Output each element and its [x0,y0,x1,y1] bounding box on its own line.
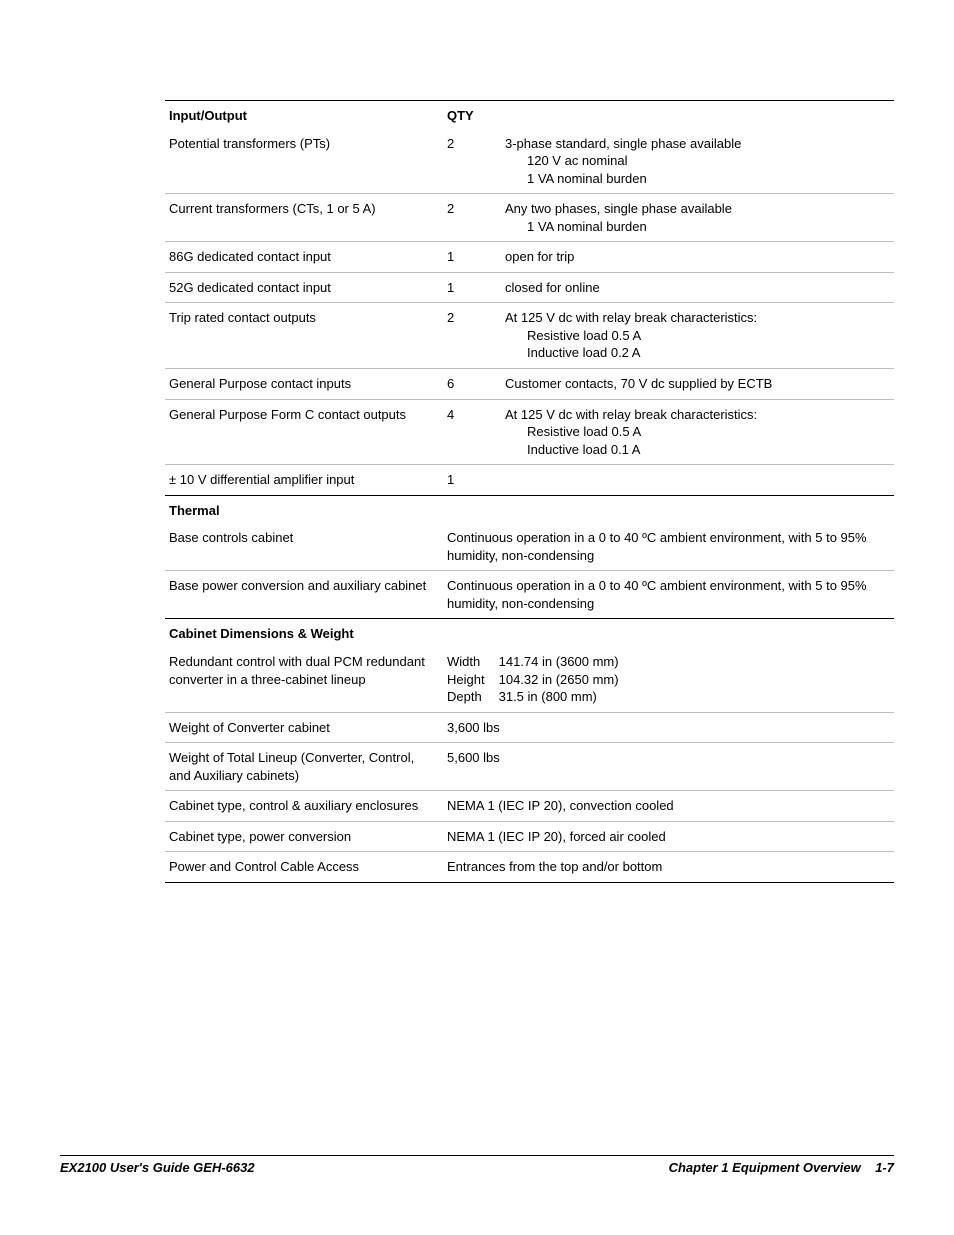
cell-name: Current transformers (CTs, 1 or 5 A) [165,194,443,242]
cell-qty: 1 [443,272,501,303]
table-row: Weight of Converter cabinet3,600 lbs [165,712,894,743]
cell-desc: At 125 V dc with relay break characteris… [501,399,894,465]
cell-desc [501,465,894,496]
cell-name: 86G dedicated contact input [165,242,443,273]
cell-name: Base controls cabinet [165,523,443,571]
header-cabinet: Cabinet Dimensions & Weight [165,619,894,647]
cell-desc: Entrances from the top and/or bottom [443,852,894,883]
cell-desc: 3-phase standard, single phase available… [501,129,894,194]
cell-desc: 3,600 lbs [443,712,894,743]
page-footer: EX2100 User's Guide GEH-6632 Chapter 1 E… [60,1155,894,1175]
footer-page: 1-7 [875,1160,894,1175]
footer-left: EX2100 User's Guide GEH-6632 [60,1160,255,1175]
cell-qty: 6 [443,369,501,400]
cell-desc: At 125 V dc with relay break characteris… [501,303,894,369]
table-row: General Purpose Form C contact outputs4A… [165,399,894,465]
table-row: Cabinet type, control & auxiliary enclos… [165,791,894,822]
cell-name: 52G dedicated contact input [165,272,443,303]
cell-qty: 2 [443,303,501,369]
table-row: General Purpose contact inputs6Customer … [165,369,894,400]
cell-name: Cabinet type, control & auxiliary enclos… [165,791,443,822]
cell-qty: 2 [443,194,501,242]
header-thermal: Thermal [165,495,894,523]
cell-qty: 2 [443,129,501,194]
cell-name: Weight of Total Lineup (Converter, Contr… [165,743,443,791]
cell-name: General Purpose Form C contact outputs [165,399,443,465]
cell-desc: Width 141.74 in (3600 mm)Height 104.32 i… [443,647,894,712]
cell-desc: NEMA 1 (IEC IP 20), convection cooled [443,791,894,822]
table-row: 52G dedicated contact input1closed for o… [165,272,894,303]
section-header-thermal: Thermal [165,495,894,523]
table-row: Trip rated contact outputs2At 125 V dc w… [165,303,894,369]
table-row: Current transformers (CTs, 1 or 5 A)2Any… [165,194,894,242]
cell-desc: Customer contacts, 70 V dc supplied by E… [501,369,894,400]
table-row: Potential transformers (PTs)23-phase sta… [165,129,894,194]
cell-desc: Continuous operation in a 0 to 40 ºC amb… [443,571,894,619]
cell-desc: closed for online [501,272,894,303]
cell-qty: 4 [443,399,501,465]
table-row: Weight of Total Lineup (Converter, Contr… [165,743,894,791]
cell-desc: 5,600 lbs [443,743,894,791]
table-row: ± 10 V differential amplifier input1 [165,465,894,496]
cell-name: Trip rated contact outputs [165,303,443,369]
table-row: Redundant control with dual PCM redundan… [165,647,894,712]
cell-name: ± 10 V differential amplifier input [165,465,443,496]
cell-name: Weight of Converter cabinet [165,712,443,743]
spec-table: Input/Output QTY Potential transformers … [165,100,894,883]
table-row: 86G dedicated contact input1open for tri… [165,242,894,273]
footer-chapter: Chapter 1 Equipment Overview [669,1160,861,1175]
cell-name: Power and Control Cable Access [165,852,443,883]
cell-qty: 1 [443,465,501,496]
section-header-io: Input/Output QTY [165,101,894,129]
cell-name: Potential transformers (PTs) [165,129,443,194]
cell-name: Redundant control with dual PCM redundan… [165,647,443,712]
header-qty: QTY [443,101,501,129]
cell-desc: NEMA 1 (IEC IP 20), forced air cooled [443,821,894,852]
section-header-cabinet: Cabinet Dimensions & Weight [165,619,894,647]
table-row: Power and Control Cable AccessEntrances … [165,852,894,883]
cell-desc: open for trip [501,242,894,273]
cell-name: Cabinet type, power conversion [165,821,443,852]
cell-qty: 1 [443,242,501,273]
table-row: Base controls cabinetContinuous operatio… [165,523,894,571]
cell-desc: Continuous operation in a 0 to 40 ºC amb… [443,523,894,571]
header-io: Input/Output [165,101,443,129]
footer-right: Chapter 1 Equipment Overview 1-7 [669,1160,894,1175]
table-row: Base power conversion and auxiliary cabi… [165,571,894,619]
table-row: Cabinet type, power conversionNEMA 1 (IE… [165,821,894,852]
cell-name: General Purpose contact inputs [165,369,443,400]
cell-desc: Any two phases, single phase available1 … [501,194,894,242]
cell-name: Base power conversion and auxiliary cabi… [165,571,443,619]
